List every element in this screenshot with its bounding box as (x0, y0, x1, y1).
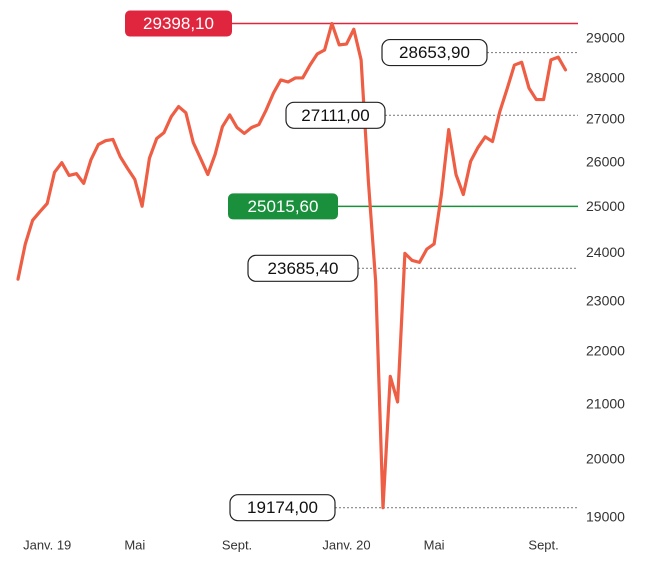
x-tick-label: Janv. 20 (322, 537, 370, 552)
y-tick-label: 26000 (586, 153, 625, 169)
reference-label: 29398,10 (143, 14, 214, 33)
reference-label-box (229, 494, 336, 522)
reference-label: 25015,60 (248, 197, 319, 216)
y-tick-label: 23000 (586, 292, 625, 308)
reference-label: 23685,40 (268, 259, 339, 278)
x-tick-label: Mai (424, 537, 445, 552)
y-tick-label: 19000 (586, 509, 625, 525)
reference-label-box (247, 254, 359, 282)
reference-labels: 29398,10 28653,90 27111,00 25015,60 23685,40… (125, 10, 488, 522)
x-tick-label: Mai (124, 537, 145, 552)
x-tick-label: Sept. (528, 537, 558, 552)
reference-label-box (285, 101, 386, 129)
y-tick-label: 20000 (586, 451, 625, 467)
reference-label: 19174,00 (247, 498, 318, 517)
y-tick-label: 22000 (586, 343, 625, 359)
reference-label-box (228, 193, 338, 220)
reference-label-box (381, 38, 488, 67)
reference-label-box (125, 10, 232, 37)
y-tick-label: 27000 (586, 111, 625, 127)
x-tick-label: Sept. (222, 537, 252, 552)
y-tick-label: 28000 (586, 69, 625, 85)
y-tick-label: 21000 (586, 395, 625, 411)
y-tick-label: 24000 (586, 244, 625, 260)
x-tick-label: Janv. 19 (23, 537, 71, 552)
y-tick-label: 29000 (586, 30, 625, 46)
reference-label: 27111,00 (301, 106, 369, 125)
reference-label: 28653,90 (399, 43, 470, 62)
y-tick-label: 25000 (586, 198, 625, 214)
price-line (16, 21, 568, 510)
